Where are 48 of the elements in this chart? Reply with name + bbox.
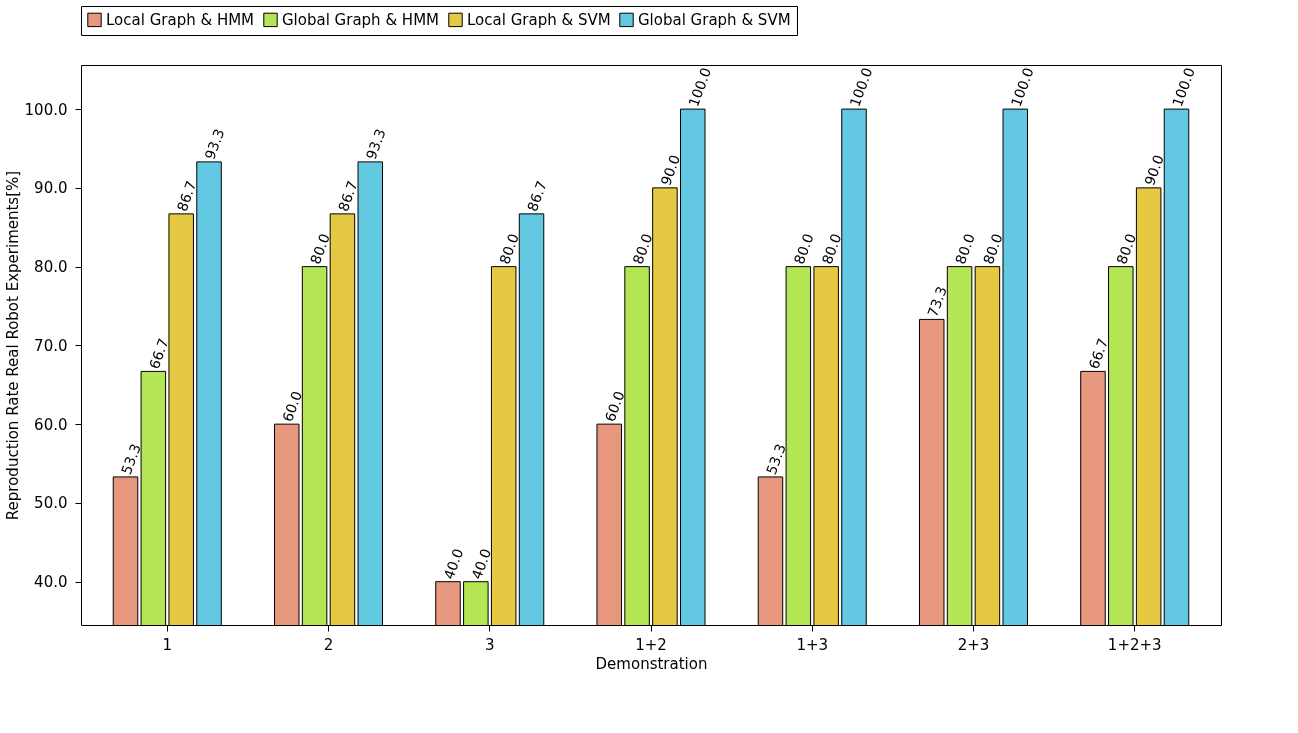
data-label: 90.0 [657, 152, 684, 188]
data-label: 100.0 [846, 65, 876, 109]
legend-label: Global Graph & SVM [638, 10, 791, 29]
data-label: 53.3 [118, 441, 144, 477]
data-label: 80.0 [496, 231, 522, 267]
x-tick-label: 1+2+3 [1107, 635, 1162, 654]
data-label: 80.0 [818, 231, 845, 267]
legend-label: Local Graph & SVM [467, 10, 611, 29]
x-tick-label: 1 [162, 635, 173, 654]
data-label: 100.0 [1007, 65, 1037, 109]
y-tick-label: 50.0 [34, 494, 68, 513]
data-label: 66.7 [145, 336, 172, 371]
data-label: 86.7 [173, 178, 200, 214]
data-label: 40.0 [468, 546, 495, 582]
data-label: 80.0 [790, 231, 817, 267]
x-tick-label: 3 [484, 635, 495, 654]
data-label: 60.0 [279, 388, 306, 424]
x-tick-label: 1+2 [635, 635, 667, 654]
data-label: 90.0 [1141, 152, 1167, 188]
x-axis-title: Demonstration [595, 654, 708, 673]
data-label: 60.0 [601, 388, 628, 424]
data-label: 86.7 [524, 178, 550, 214]
y-tick-label: 90.0 [34, 179, 68, 198]
x-tick-label: 2 [323, 635, 334, 654]
data-label: 93.3 [362, 126, 389, 162]
legend-label: Global Graph & HMM [282, 10, 440, 29]
data-label: 86.7 [335, 178, 361, 214]
data-label: 80.0 [629, 231, 656, 267]
data-label: 80.0 [307, 231, 333, 267]
data-label: 100.0 [685, 65, 715, 109]
y-tick-label: 80.0 [34, 258, 68, 277]
y-tick-label: 100.0 [24, 100, 68, 119]
y-tick-label: 70.0 [34, 336, 68, 355]
data-label: 80.0 [979, 231, 1006, 267]
data-label: 53.3 [763, 441, 789, 477]
data-label: 100.0 [1169, 65, 1198, 109]
y-tick-label: 40.0 [34, 573, 68, 592]
x-tick-label: 1+3 [796, 635, 829, 654]
x-tick-label: 2+3 [957, 635, 990, 654]
y-tick-label: 60.0 [34, 415, 68, 434]
data-label: 73.3 [924, 284, 950, 319]
data-label: 80.0 [952, 231, 978, 267]
data-label: 80.0 [1113, 231, 1140, 267]
data-label: 93.3 [201, 126, 228, 162]
data-label: 40.0 [440, 546, 467, 582]
y-axis-title: Reproduction Rate Real Robot Experiments[%] [3, 170, 22, 521]
legend-label: Local Graph & HMM [106, 10, 255, 29]
data-label: 66.7 [1085, 336, 1112, 371]
